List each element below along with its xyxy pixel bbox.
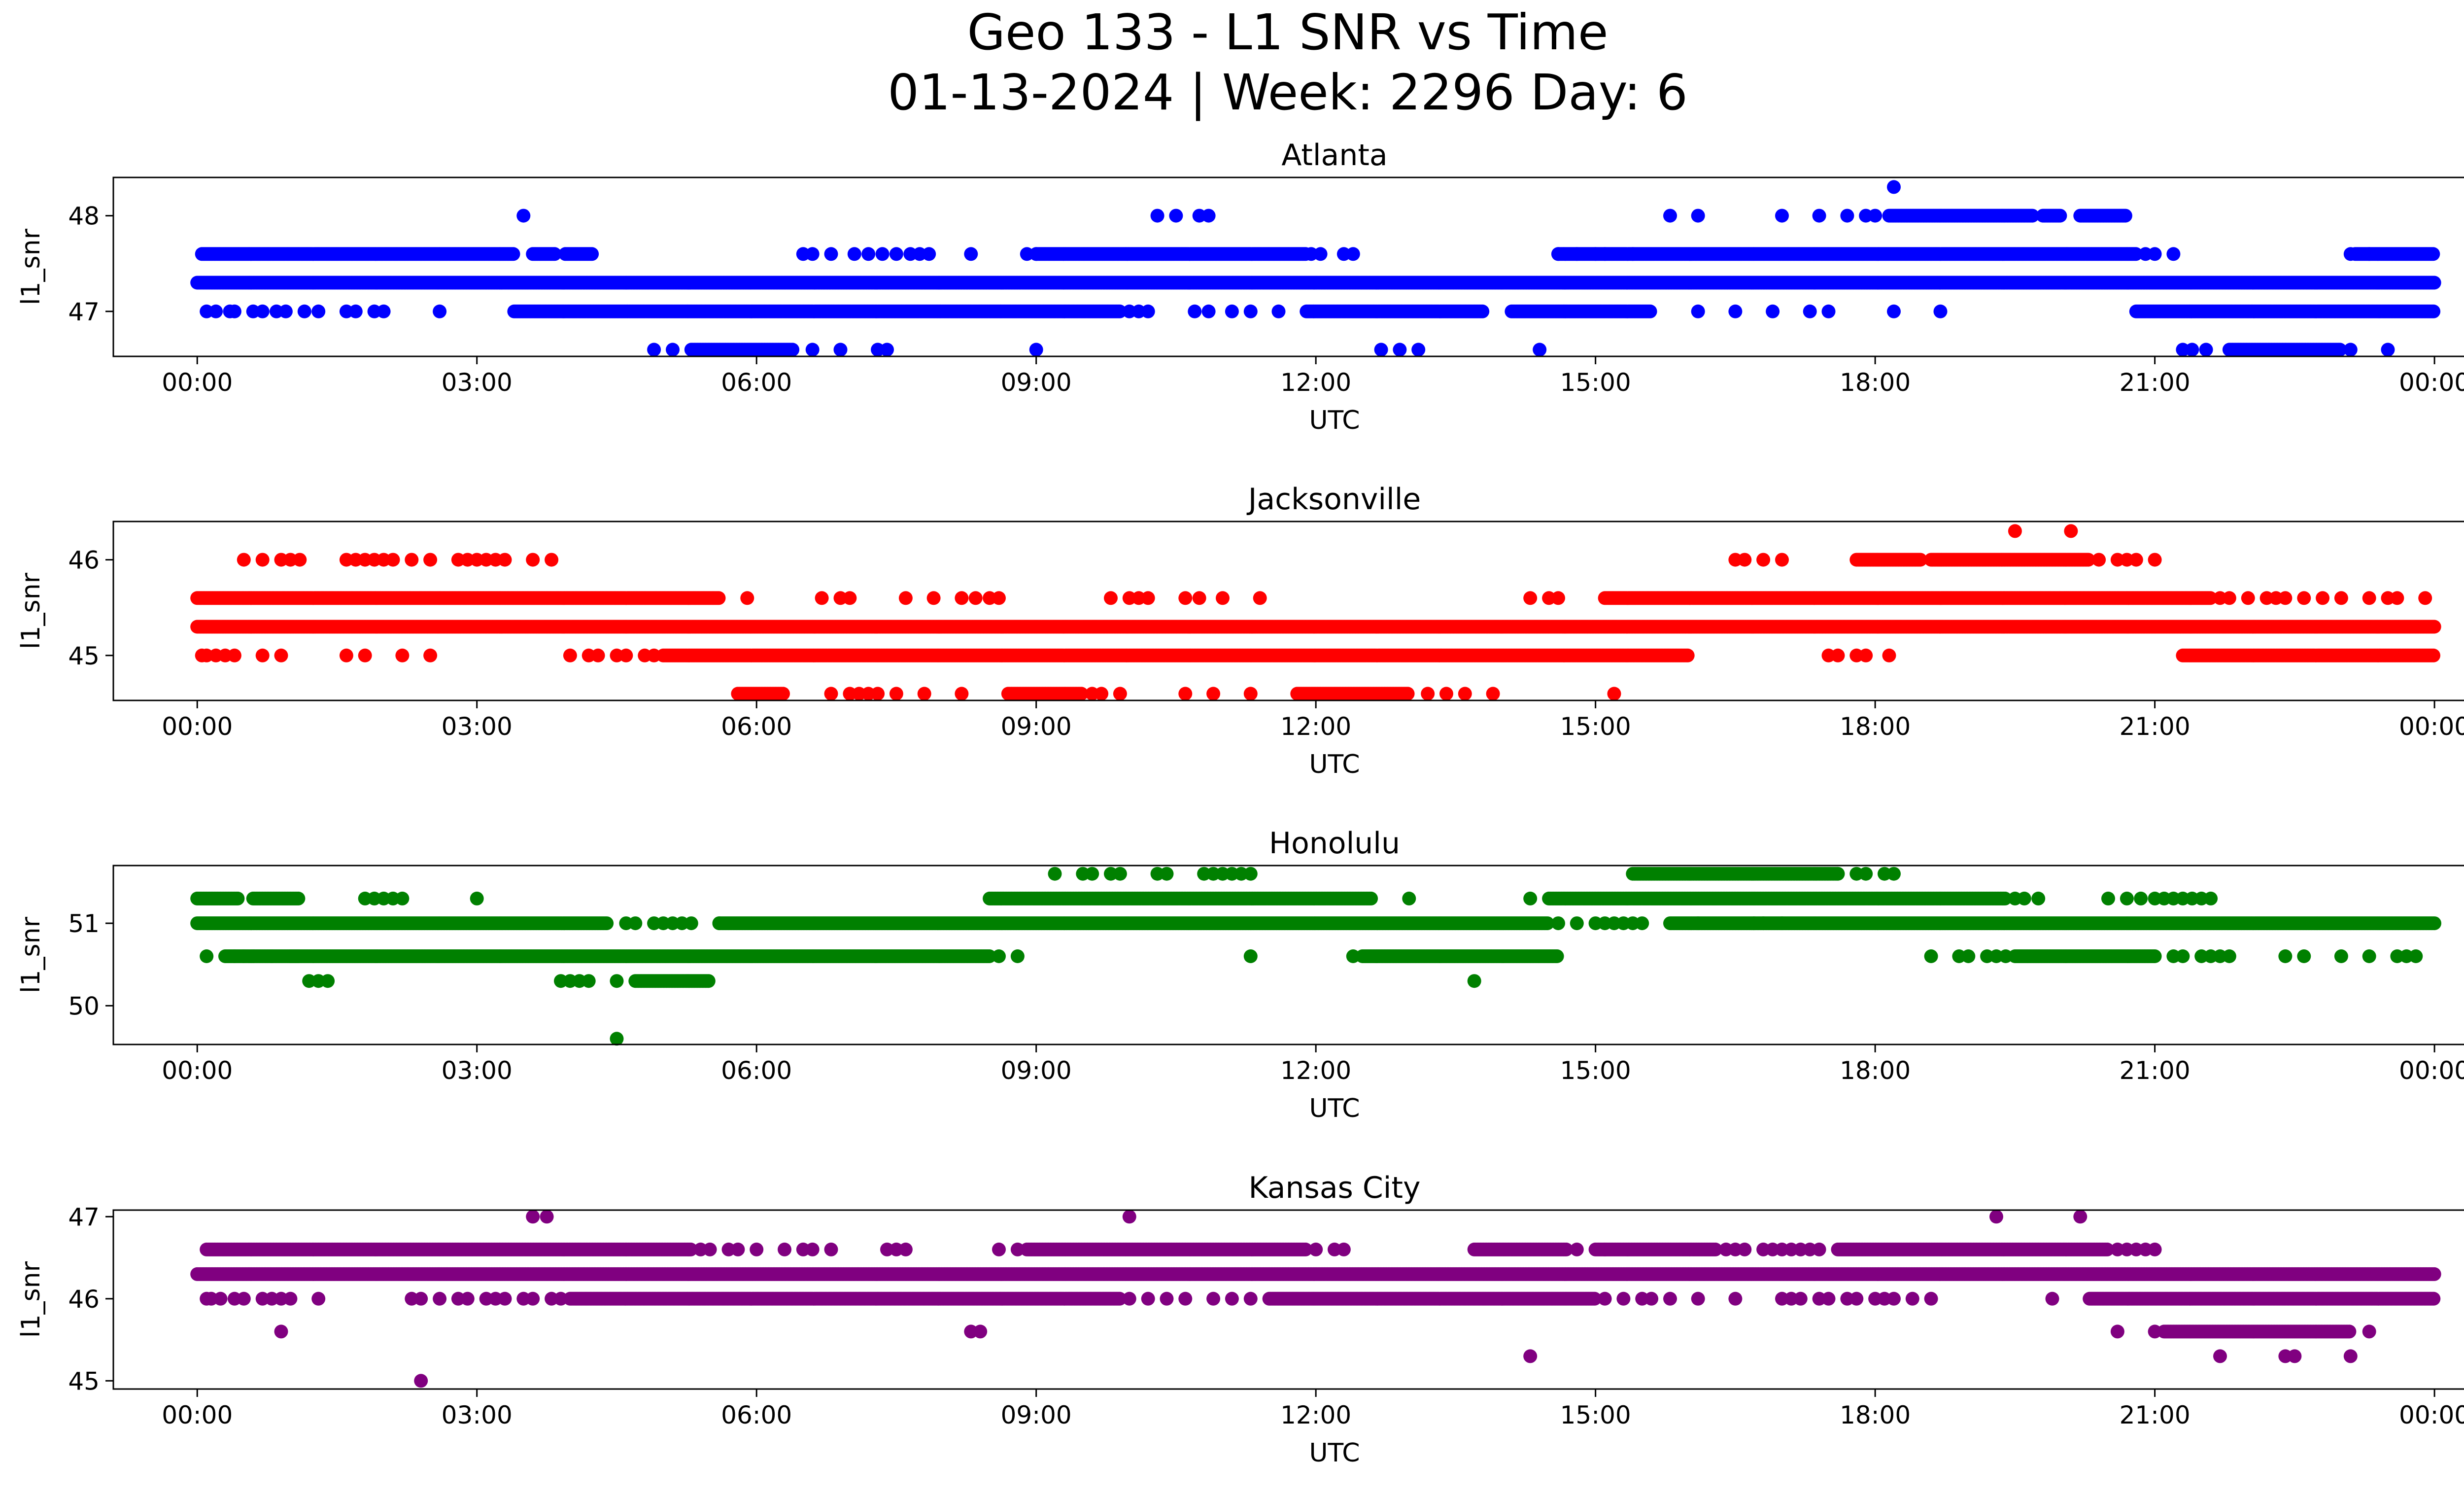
chart-0-point [1598, 247, 1612, 261]
chart-0-x-tick-label: 09:00 [1001, 368, 1072, 397]
chart-0-point [506, 247, 520, 261]
chart-0-x-tick-label: 03:00 [442, 368, 513, 397]
chart-0-point [2427, 276, 2441, 290]
chart-0-point [1533, 343, 1547, 357]
chart-0-point [433, 304, 447, 318]
chart-0-point [1887, 180, 1901, 194]
chart-0-point [1821, 304, 1836, 318]
chart-0-point [1626, 247, 1640, 261]
chart-0-point [2053, 209, 2067, 223]
chart-0-point [1868, 209, 1882, 223]
chart-0-point [666, 343, 680, 357]
chart-0-point [2199, 343, 2213, 357]
chart-0-point [2427, 304, 2441, 318]
chart-0-point [1570, 247, 1584, 261]
chart-0-point [1663, 209, 1677, 223]
chart-0-point [376, 304, 391, 318]
chart-0-point [1271, 304, 1286, 318]
chart-0-point [297, 304, 311, 318]
chart-0-point [1313, 247, 1328, 261]
chart-0-point [964, 247, 978, 261]
chart-0-point [1150, 209, 1164, 223]
chart-0-point [880, 343, 894, 357]
chart-0-point [2166, 247, 2181, 261]
atlanta-panel: Atlanta 00:00 03:00 06:00 09:00 12:00 15:00 18:… [16, 138, 2464, 435]
chart-0-point [875, 247, 890, 261]
chart-0-point [1201, 209, 1216, 223]
chart-0-point [1029, 247, 1043, 261]
figure-title-line-1: Geo 133 - L1 SNR vs Time [967, 3, 1608, 61]
chart-0-point [1691, 209, 1705, 223]
chart-0-point [2118, 209, 2132, 223]
chart-0-point [2148, 247, 2162, 261]
chart-0-point [1243, 304, 1258, 318]
chart-0-point [1169, 209, 1183, 223]
chart-0-point [1029, 343, 1043, 357]
chart-0-point [847, 247, 861, 261]
chart-0-x-tick-label: 00:00 [2399, 368, 2464, 397]
chart-0-point [348, 304, 363, 318]
chart-1-title: Jacksonville [1246, 482, 1421, 517]
chart-0-point [2343, 343, 2358, 357]
chart-0-point [922, 247, 936, 261]
chart-0-point [1643, 304, 1657, 318]
chart-0-x-tick-label: 21:00 [2120, 368, 2190, 397]
chart-0-point [311, 304, 326, 318]
chart-0-point [1141, 304, 1155, 318]
chart-0-point [209, 304, 223, 318]
chart-0-point [805, 343, 820, 357]
chart-0-point [1201, 304, 1216, 318]
chart-0-x-tick-label: 06:00 [721, 368, 792, 397]
chart-0-point [1766, 304, 1780, 318]
chart-0-point [647, 343, 661, 357]
chart-0-points [190, 180, 2441, 357]
figure-title-line-2: 01-13-2024 | Week: 2296 Day: 6 [888, 64, 1687, 121]
chart-0-point [1933, 304, 1948, 318]
chart-0-x-tick-label: 00:00 [162, 368, 233, 397]
chart-0-point [1346, 247, 1360, 261]
chart-0-point [1393, 343, 1407, 357]
chart-0-x-axis-label: UTC [1309, 406, 1360, 435]
chart-0-point [833, 343, 848, 357]
chart-0-point [1411, 343, 1426, 357]
chart-0-x-tick-label: 18:00 [1840, 368, 1911, 397]
chart-0-point [1188, 304, 1202, 318]
chart-0-point [861, 247, 876, 261]
chart-0-point [824, 247, 838, 261]
chart-0-y-tick-label: 48 [68, 202, 100, 231]
chart-0-point [516, 209, 531, 223]
chart-0-point [2381, 343, 2395, 357]
chart-0-point [1475, 304, 1490, 318]
chart-0-y-axis-label: l1_snr [16, 228, 46, 305]
chart-0-point [1840, 209, 1854, 223]
chart-0-point [1691, 304, 1705, 318]
chart-0-point [585, 247, 599, 261]
chart-0-point [227, 304, 241, 318]
chart-0-point [255, 304, 270, 318]
chart-0-point [1887, 304, 1901, 318]
chart-0-point [889, 247, 903, 261]
chart-0-point [2362, 247, 2376, 261]
chart-1-point [2427, 620, 2441, 634]
chart-0-point [786, 343, 800, 357]
chart-0-point [2343, 247, 2358, 261]
chart-0-point [2185, 343, 2199, 357]
chart-0-x-tick-label: 15:00 [1560, 368, 1631, 397]
chart-0-point [1803, 304, 1817, 318]
chart-0-title: Atlanta [1281, 138, 1387, 173]
chart-0-point [1374, 343, 1388, 357]
chart-0-point [2426, 247, 2440, 261]
chart-0-point [278, 304, 293, 318]
chart-0-x-tick-label: 12:00 [1280, 368, 1351, 397]
chart-0-point [1775, 209, 1789, 223]
chart-0-point [1812, 209, 1826, 223]
chart-0-point [1551, 247, 1565, 261]
chart-0-point [1728, 304, 1743, 318]
chart-0-y-tick-label: 47 [68, 298, 100, 326]
chart-0-point [805, 247, 820, 261]
chart-0-point [1225, 304, 1239, 318]
